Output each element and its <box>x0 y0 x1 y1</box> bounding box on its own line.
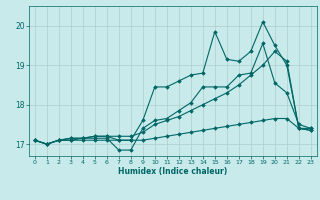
X-axis label: Humidex (Indice chaleur): Humidex (Indice chaleur) <box>118 167 228 176</box>
